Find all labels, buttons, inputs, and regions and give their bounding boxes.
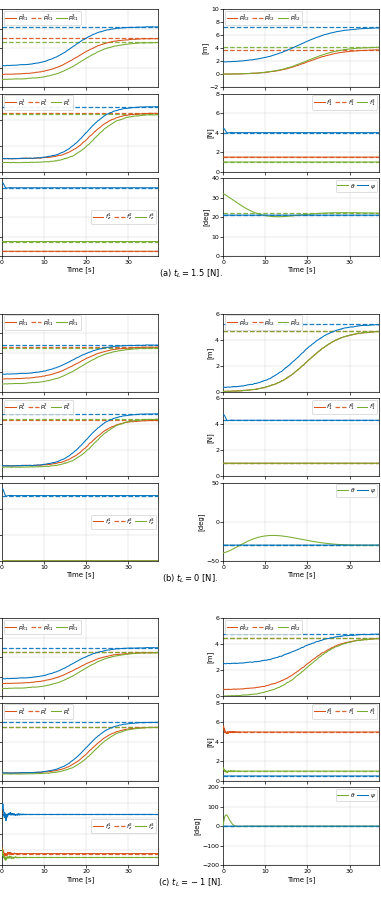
Y-axis label: [N]: [N] — [207, 432, 214, 443]
X-axis label: Time [s]: Time [s] — [287, 267, 315, 274]
Legend: $p^1_{L}$, $p^2_{L}$, $p^3_{L}$: $p^1_{L}$, $p^2_{L}$, $p^3_{L}$ — [4, 95, 73, 110]
Y-axis label: [m]: [m] — [207, 651, 214, 664]
Legend: $f^1_{z}$, $f^2_{z}$, $f^3_{z}$: $f^1_{z}$, $f^2_{z}$, $f^3_{z}$ — [91, 819, 156, 834]
Legend: $\theta$, $\psi$: $\theta$, $\psi$ — [336, 484, 377, 497]
Y-axis label: [deg]: [deg] — [198, 512, 205, 530]
Y-axis label: [N]: [N] — [207, 127, 214, 138]
Legend: $p^1_{R2}$, $p^2_{R2}$, $p^3_{R2}$: $p^1_{R2}$, $p^2_{R2}$, $p^3_{R2}$ — [225, 620, 303, 635]
Y-axis label: [N]: [N] — [207, 737, 214, 747]
Legend: $p^1_{L}$, $p^2_{L}$, $p^3_{L}$: $p^1_{L}$, $p^2_{L}$, $p^3_{L}$ — [4, 400, 73, 415]
X-axis label: Time [s]: Time [s] — [66, 572, 94, 578]
Legend: $f^1_{1}$, $f^2_{1}$, $f^3_{1}$: $f^1_{1}$, $f^2_{1}$, $f^3_{1}$ — [312, 95, 377, 110]
Text: (c) $\mathit{t_L} = -1$ [N].: (c) $\mathit{t_L} = -1$ [N]. — [158, 876, 223, 889]
Legend: $p^1_{R2}$, $p^2_{R2}$, $p^3_{R2}$: $p^1_{R2}$, $p^2_{R2}$, $p^3_{R2}$ — [225, 315, 303, 330]
Legend: $f^1_{1}$, $f^2_{1}$, $f^3_{1}$: $f^1_{1}$, $f^2_{1}$, $f^3_{1}$ — [312, 705, 377, 719]
Legend: $p^1_{R1}$, $p^2_{R1}$, $p^3_{R1}$: $p^1_{R1}$, $p^2_{R1}$, $p^3_{R1}$ — [4, 620, 81, 635]
Legend: $\theta$, $\psi$: $\theta$, $\psi$ — [336, 180, 377, 193]
Y-axis label: [m]: [m] — [202, 42, 208, 55]
Legend: $p^1_{R2}$, $p^2_{R2}$, $p^3_{R2}$: $p^1_{R2}$, $p^2_{R2}$, $p^3_{R2}$ — [225, 11, 303, 26]
X-axis label: Time [s]: Time [s] — [66, 267, 94, 274]
Y-axis label: [deg]: [deg] — [194, 817, 201, 835]
X-axis label: Time [s]: Time [s] — [287, 572, 315, 578]
Text: (b) $\mathit{t_L} = 0$ [N].: (b) $\mathit{t_L} = 0$ [N]. — [162, 572, 219, 584]
Legend: $f^1_{1}$, $f^2_{1}$, $f^3_{1}$: $f^1_{1}$, $f^2_{1}$, $f^3_{1}$ — [312, 400, 377, 415]
Y-axis label: [deg]: [deg] — [203, 208, 210, 226]
X-axis label: Time [s]: Time [s] — [287, 876, 315, 883]
Legend: $p^1_{L}$, $p^2_{L}$, $p^3_{L}$: $p^1_{L}$, $p^2_{L}$, $p^3_{L}$ — [4, 705, 73, 719]
Legend: $f^1_{z}$, $f^2_{z}$, $f^3_{z}$: $f^1_{z}$, $f^2_{z}$, $f^3_{z}$ — [91, 210, 156, 225]
Y-axis label: [m]: [m] — [207, 347, 214, 359]
X-axis label: Time [s]: Time [s] — [66, 876, 94, 883]
Legend: $p^1_{R1}$, $p^2_{R1}$, $p^3_{R1}$: $p^1_{R1}$, $p^2_{R1}$, $p^3_{R1}$ — [4, 315, 81, 330]
Legend: $f^1_{z}$, $f^2_{z}$, $f^3_{z}$: $f^1_{z}$, $f^2_{z}$, $f^3_{z}$ — [91, 515, 156, 529]
Text: (a) $\mathit{t_L} = 1.5$ [N].: (a) $\mathit{t_L} = 1.5$ [N]. — [158, 268, 223, 280]
Legend: $\theta$, $\psi$: $\theta$, $\psi$ — [336, 789, 377, 802]
Legend: $p^1_{R1}$, $p^2_{R1}$, $p^3_{R1}$: $p^1_{R1}$, $p^2_{R1}$, $p^3_{R1}$ — [4, 11, 81, 26]
